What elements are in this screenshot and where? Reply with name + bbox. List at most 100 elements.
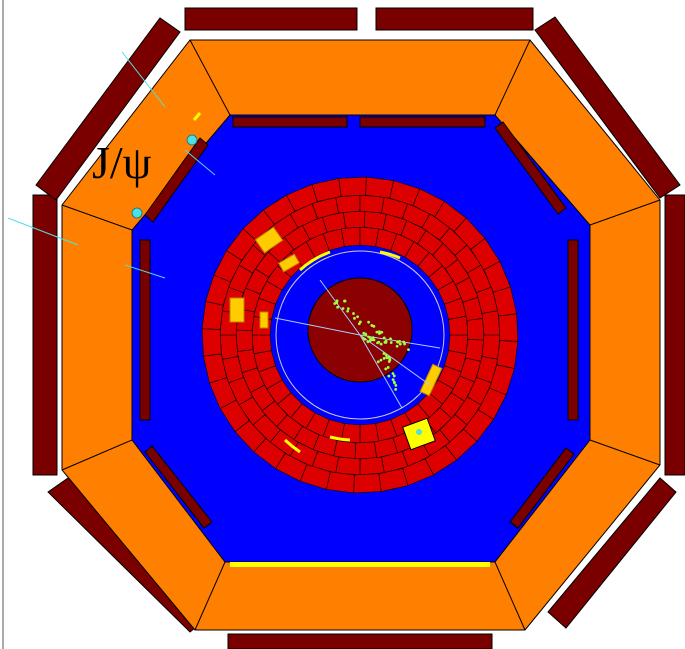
chamber: [227, 633, 493, 649]
hit: [333, 302, 337, 305]
hit: [367, 335, 371, 339]
cell: [448, 315, 469, 336]
cell: [365, 176, 394, 199]
hit: [392, 380, 396, 384]
cell: [481, 310, 501, 336]
energy-deposit: [230, 562, 490, 567]
cell: [335, 194, 361, 214]
hit: [386, 366, 390, 369]
hit: [387, 360, 391, 363]
hit: [384, 353, 388, 357]
hit: [394, 383, 398, 387]
cell: [481, 334, 501, 360]
cell: [338, 176, 367, 197]
hit: [398, 342, 402, 346]
hit: [394, 387, 398, 391]
hit: [341, 307, 345, 310]
hit: [385, 356, 389, 360]
edge: [194, 561, 226, 631]
hit: [375, 330, 379, 334]
hit: [335, 299, 339, 303]
deposit: [419, 363, 443, 397]
arc: [379, 250, 401, 260]
hit: [336, 305, 339, 309]
deposit: [229, 297, 245, 323]
cell: [343, 210, 366, 229]
cell: [359, 456, 385, 476]
chamber: [567, 239, 579, 421]
cell: [335, 456, 361, 476]
chamber: [139, 239, 151, 421]
chamber: [494, 121, 567, 215]
deposit: [278, 253, 300, 273]
hit: [382, 356, 386, 360]
hit: [346, 309, 350, 313]
hit: [395, 344, 399, 348]
muon-hit: [186, 134, 198, 146]
hit: [369, 337, 372, 340]
track: [274, 317, 361, 336]
hit: [353, 316, 356, 320]
hit: [371, 336, 375, 340]
chamber: [232, 116, 348, 128]
hit: [382, 352, 386, 355]
hit: [389, 341, 393, 344]
hit: [377, 340, 381, 344]
chamber: [664, 194, 685, 476]
cell: [340, 226, 361, 247]
track-hits: [333, 299, 410, 391]
hit: [396, 340, 400, 344]
deposit: [259, 311, 269, 329]
track: [184, 149, 216, 176]
edge: [589, 439, 661, 466]
chamber: [144, 445, 213, 529]
edge: [494, 39, 531, 116]
chamber: [375, 7, 534, 31]
hit: [379, 342, 383, 346]
hit: [352, 312, 355, 315]
track: [121, 51, 166, 108]
particle-label: J/ψ: [92, 137, 152, 188]
arc: [283, 438, 301, 454]
track: [7, 217, 79, 246]
arc: [298, 250, 331, 272]
track: [124, 264, 166, 279]
deposit: [254, 226, 284, 254]
edge: [589, 199, 661, 226]
hit: [376, 360, 380, 364]
cell: [326, 471, 355, 494]
hit: [364, 333, 368, 337]
hit: [366, 340, 370, 344]
hit: [346, 307, 350, 311]
hit-arcs: [192, 112, 401, 454]
edge: [61, 439, 133, 471]
hit: [343, 299, 346, 303]
hit: [387, 355, 391, 359]
sector-edges: [61, 39, 661, 631]
cell: [466, 318, 485, 341]
hit: [389, 337, 392, 341]
chamber: [144, 137, 209, 223]
cell: [359, 194, 385, 214]
hit: [372, 338, 376, 342]
hit: [384, 367, 388, 371]
hit: [367, 320, 370, 324]
cell: [353, 473, 382, 494]
chamber: [534, 16, 681, 199]
track: [319, 279, 361, 336]
hit: [382, 336, 386, 340]
cell: [201, 301, 224, 330]
cell: [333, 440, 357, 460]
hit: [357, 322, 361, 326]
track: [359, 334, 403, 409]
hit: [403, 342, 406, 346]
cell: [363, 210, 387, 230]
muon-hit: [131, 207, 143, 219]
cell: [201, 328, 222, 357]
hit: [391, 372, 395, 375]
chamber: [32, 194, 58, 476]
cell: [465, 338, 485, 362]
arc: [329, 435, 351, 442]
chamber: [184, 7, 358, 31]
